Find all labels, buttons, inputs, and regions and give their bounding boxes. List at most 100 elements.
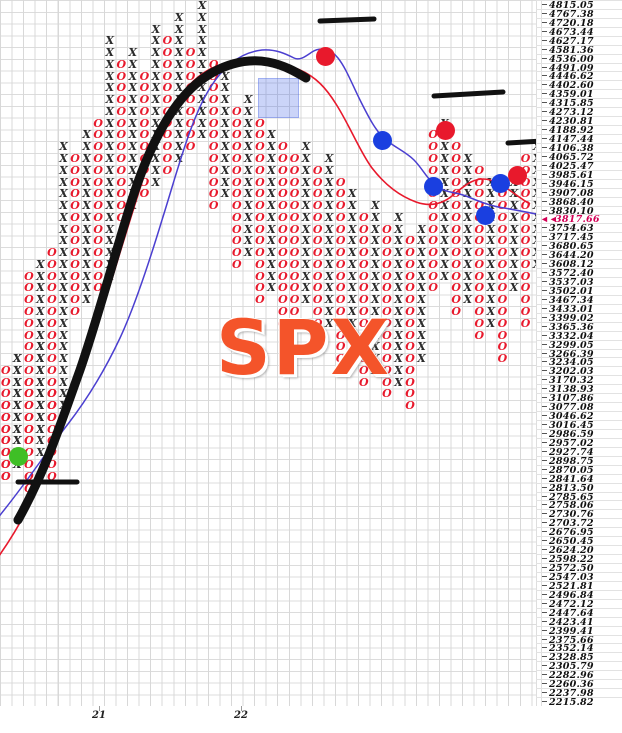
price-label: 3830.10: [536, 205, 622, 218]
price-value: 4025.47: [549, 160, 594, 172]
price-value: 3016.45: [549, 420, 594, 432]
price-tick-mark: [542, 611, 547, 613]
price-label: 2813.50: [536, 482, 622, 495]
price-tick-mark: [542, 558, 547, 560]
price-value: 3170.32: [549, 375, 594, 387]
price-tick-mark: [542, 173, 547, 175]
price-tick-mark: [542, 129, 547, 131]
selection-highlight-box[interactable]: [258, 78, 299, 118]
price-label: 2703.72: [536, 518, 622, 530]
price-value: 2841.64: [549, 473, 594, 485]
red-sell-dot-1[interactable]: [315, 46, 335, 66]
price-label: 2730.76: [536, 509, 622, 521]
price-tick-mark: [542, 111, 547, 113]
price-label: 3754.63: [536, 223, 622, 235]
price-tick-mark: [542, 468, 547, 470]
price-label: 2927.74: [536, 446, 622, 459]
price-value: 3332.04: [549, 330, 594, 342]
price-value: 2496.84: [549, 589, 594, 601]
price-tick-mark: [542, 191, 547, 193]
x-axis: 21 22: [0, 706, 622, 733]
price-tick-mark: [542, 120, 547, 122]
price-value: 4627.17: [549, 35, 594, 47]
price-value: 4536.00: [549, 53, 594, 65]
price-tick-mark: [542, 388, 547, 390]
trendline-segments: [15, 16, 536, 485]
price-tick-mark: [542, 584, 547, 586]
price-tick-mark: [542, 155, 547, 157]
red-sell-dot-3[interactable]: [507, 165, 527, 185]
price-label: 2758.06: [536, 500, 622, 512]
price-tick-mark: [542, 379, 547, 381]
price-value: 3046.62: [549, 411, 594, 423]
blue-buy-dot-3[interactable]: [490, 173, 510, 193]
price-value: 3907.08: [549, 187, 594, 199]
price-tick-mark: [542, 227, 547, 229]
green-entry-dot[interactable]: [8, 446, 28, 466]
x-tick-label: 22: [234, 710, 248, 721]
red-sell-dot-2[interactable]: [435, 120, 455, 140]
blue-buy-dot-1[interactable]: [372, 130, 392, 150]
price-label: 3907.08: [536, 187, 622, 200]
price-label: 4673.44: [536, 26, 622, 39]
price-tick-mark: [542, 200, 547, 202]
price-tick-mark: [542, 39, 547, 41]
price-value: 2730.76: [549, 509, 594, 521]
price-value: 3266.39: [549, 348, 594, 360]
price-label: 2547.03: [536, 571, 622, 584]
price-tick-mark: [542, 289, 547, 291]
price-value: 4402.60: [549, 80, 594, 92]
price-value: 3202.03: [549, 366, 594, 378]
price-value: 2260.36: [549, 679, 594, 691]
price-tick-mark: [542, 486, 547, 488]
price-tick-mark: [542, 638, 547, 640]
blue-buy-dot-4[interactable]: [475, 205, 495, 225]
scale-border-left: [536, 0, 537, 706]
price-value: 2521.81: [549, 580, 594, 592]
price-label: 2447.64: [536, 607, 622, 620]
price-value: 2927.74: [549, 446, 594, 458]
price-value: 4106.38: [549, 142, 594, 154]
price-label: 2423.41: [536, 616, 622, 629]
price-tick-mark: [542, 298, 547, 300]
price-tick-mark: [542, 593, 547, 595]
price-value: 2328.85: [549, 652, 594, 664]
price-tick-mark: [542, 629, 547, 631]
price-label: 3399.02: [536, 312, 622, 325]
price-label: 3266.39: [536, 348, 622, 361]
price-value: 3717.45: [549, 232, 594, 244]
trendline-mid-right: [431, 89, 506, 99]
price-tick-mark: [542, 30, 547, 32]
price-label: 2650.45: [536, 536, 622, 548]
price-label: 4359.01: [536, 89, 622, 101]
price-value: 4720.18: [549, 17, 594, 29]
price-label: 3985.61: [536, 169, 622, 182]
price-label: 2624.20: [536, 545, 622, 557]
price-scale-axis[interactable]: 4815.05 4767.38 4720.18 4673.44 4627.17 4581.…: [536, 0, 622, 706]
price-value: 2305.79: [549, 661, 594, 673]
price-value: 4815.05: [549, 0, 594, 11]
price-value: 4188.92: [549, 125, 594, 137]
price-label: 2496.84: [536, 589, 622, 602]
price-tick-mark: [542, 522, 547, 524]
price-value: 4673.44: [549, 26, 594, 38]
price-value: 2898.75: [549, 455, 594, 467]
price-value: 3234.05: [549, 357, 594, 369]
price-label: 3868.40: [536, 196, 622, 209]
price-label: 2598.22: [536, 554, 622, 566]
price-tick-mark: [542, 567, 547, 568]
price-label: 3107.86: [536, 393, 622, 405]
price-value: 3985.61: [549, 169, 594, 181]
blue-buy-dot-2[interactable]: [423, 176, 443, 196]
price-label: 4025.47: [536, 160, 622, 173]
plot-area[interactable]: OOOOOOOXXXXXXXXXXOOOOOOOOOOOOOOOXXXXXXXX…: [0, 0, 536, 706]
price-value: 3817.66: [555, 214, 600, 226]
price-value: 2547.03: [549, 571, 594, 583]
price-value: 4359.01: [549, 89, 594, 101]
price-label: 2898.75: [536, 455, 622, 468]
price-value: 3644.20: [549, 250, 594, 262]
price-value: 3399.02: [549, 312, 594, 324]
price-tick-mark: [542, 504, 547, 506]
price-value: 3138.93: [549, 384, 594, 396]
price-label: 4536.00: [536, 53, 622, 66]
